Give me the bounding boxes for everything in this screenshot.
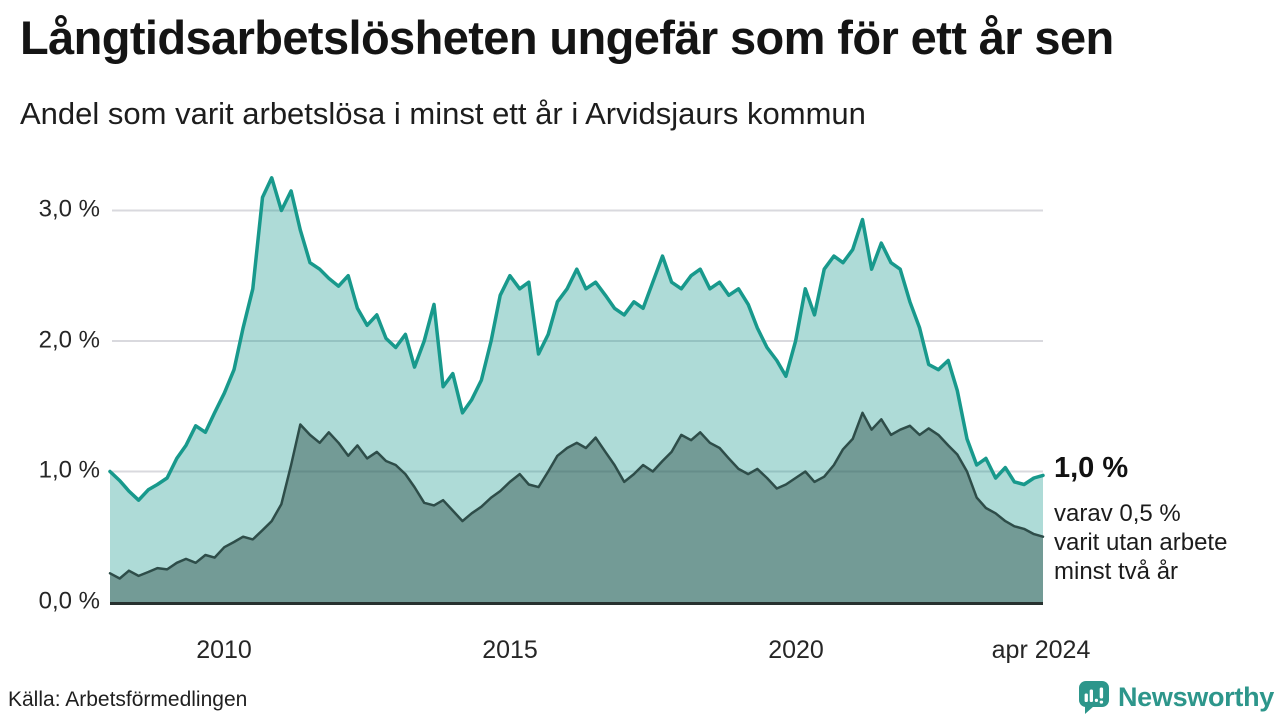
source-label: Källa: Arbetsförmedlingen (8, 688, 248, 711)
y-tick-label: 1,0 % (38, 456, 100, 484)
chart-title: Långtidsarbetslösheten ungefär som för e… (20, 11, 1114, 64)
x-tick-label: 2015 (482, 636, 538, 664)
end-annotation-secondary: varav 0,5 % varit utan arbete minst två … (1054, 500, 1228, 585)
end-annotation-primary: 1,0 % (1054, 452, 1129, 484)
newsworthy-logo-icon (1078, 681, 1109, 714)
y-axis-tick-labels: 0,0 % 1,0 % 2,0 % 3,0 % (0, 0, 104, 720)
x-tick-label: apr 2024 (991, 636, 1091, 664)
y-tick-label: 3,0 % (38, 195, 100, 223)
y-tick-label: 0,0 % (38, 587, 100, 615)
x-tick-label: 2020 (768, 636, 824, 664)
x-axis-tick-labels: 2010 2015 2020 apr 2024 (0, 636, 1280, 668)
newsworthy-wordmark: Newsworthy (1117, 681, 1274, 712)
y-tick-label: 2,0 % (38, 326, 100, 354)
newsworthy-brand: Newsworthy (1077, 679, 1274, 715)
x-tick-label: 2010 (196, 636, 252, 664)
chart-subtitle: Andel som varit arbetslösa i minst ett å… (20, 96, 866, 131)
